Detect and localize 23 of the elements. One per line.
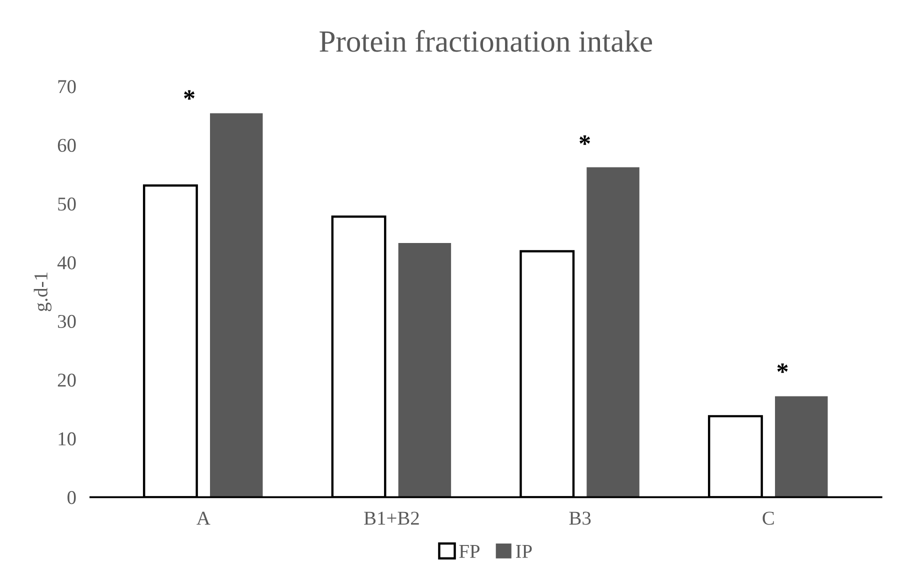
- bar: [586, 167, 640, 498]
- bar: [398, 243, 452, 498]
- bar: [774, 396, 828, 498]
- y-tick-label: 60: [58, 138, 76, 152]
- bar: [210, 113, 263, 498]
- legend-label: FP: [459, 544, 480, 558]
- y-tick-label: 50: [58, 198, 76, 211]
- y-axis-title: g.d-1: [34, 272, 52, 312]
- legend-label: IP: [516, 544, 532, 558]
- x-tick-label: A: [196, 512, 210, 525]
- annotation: *: [777, 363, 788, 373]
- y-tick-label: 20: [58, 374, 76, 387]
- x-tick-label: C: [762, 512, 774, 525]
- x-tick-label: B3: [569, 512, 591, 525]
- y-tick-label: 0: [68, 491, 76, 504]
- y-tick-label: 30: [58, 314, 76, 328]
- chart-title: Protein fractionation intake: [320, 30, 652, 52]
- annotation: *: [580, 135, 590, 145]
- annotation: *: [184, 90, 194, 100]
- y-tick-label: 40: [57, 256, 76, 270]
- y-tick-label: 70: [58, 80, 76, 94]
- y-tick-label: 10: [58, 432, 76, 446]
- x-tick-label: B1+B2: [364, 512, 419, 525]
